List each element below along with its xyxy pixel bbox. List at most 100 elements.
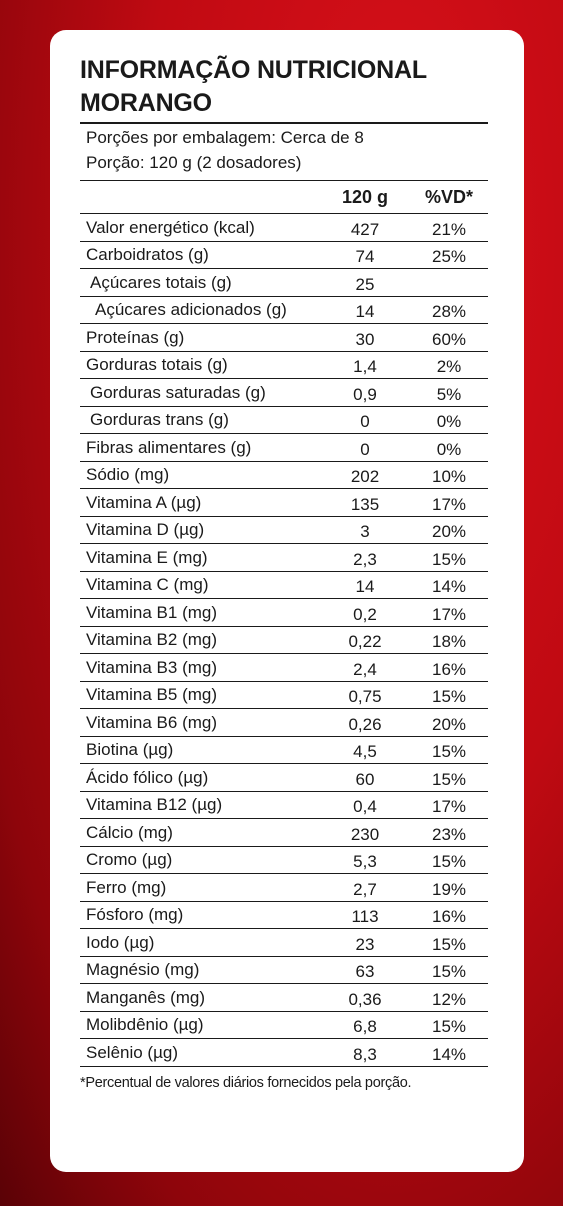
- nutrient-amount: 0,2: [353, 604, 377, 624]
- nutrient-name: Magnésio (mg): [86, 960, 200, 979]
- header-amount: 120 g: [341, 186, 389, 207]
- nutrient-dv: 23%: [431, 824, 467, 844]
- nutrient-dv: 15%: [431, 852, 467, 871]
- nutrient-amount: 60: [355, 769, 375, 789]
- nutrient-amount: 4,5: [353, 742, 377, 761]
- title-line-1: INFORMAÇÃO NUTRICIONAL: [80, 56, 427, 84]
- nutrient-name: Açúcares totais (g): [90, 272, 232, 292]
- nutrient-amount: 23: [355, 934, 375, 954]
- nutrient-amount: 135: [350, 494, 380, 514]
- table-row: Gorduras totais (g) 1,4 2%: [80, 352, 488, 379]
- nutrient-amount: 0,75: [348, 687, 382, 706]
- nutrient-dv: 16%: [431, 659, 467, 679]
- table-row: Vitamina A (µg) 135 17%: [80, 489, 488, 517]
- nutrient-dv: 17%: [431, 797, 467, 816]
- nutrient-dv: 18%: [431, 632, 467, 651]
- table-row: Biotina (µg) 4,5 15%: [80, 737, 488, 764]
- nutrient-dv: 15%: [431, 962, 467, 981]
- footnote: *Percentual de valores diários fornecido…: [80, 1074, 412, 1091]
- nutrient-dv: 17%: [431, 604, 467, 624]
- nutrient-name: Ácido fólico (µg): [86, 767, 209, 787]
- table-row: Fósforo (mg) 113 16%: [80, 902, 488, 929]
- nutrient-amount: 14: [355, 302, 375, 321]
- table-row: Gorduras trans (g) 0 0%: [80, 407, 488, 434]
- table-row: Cromo (µg) 5,3 15%: [80, 847, 488, 874]
- title-line-2: MORANGO: [80, 89, 212, 117]
- table-row: Magnésio (mg) 63 15%: [80, 957, 488, 984]
- nutrient-name: Selênio (µg): [86, 1042, 179, 1062]
- nutrition-facts-card: INFORMAÇÃO NUTRICIONAL MORANGO Porções p…: [50, 30, 524, 1172]
- nutrient-dv: 19%: [431, 879, 467, 899]
- nutrient-name: Fibras alimentares (g): [86, 437, 252, 457]
- nutrient-dv: 12%: [431, 989, 467, 1009]
- nutrient-amount: 3: [360, 522, 370, 541]
- nutrient-name: Biotina (µg): [86, 740, 174, 759]
- nutrient-amount: 113: [351, 907, 379, 926]
- table-row: Iodo (µg) 23 15%: [80, 929, 488, 957]
- nutrient-amount: 0,26: [348, 714, 382, 734]
- nutrient-name: Carboidratos (g): [86, 245, 209, 264]
- nutrient-name: Gorduras totais (g): [86, 355, 228, 374]
- table-row: Vitamina B2 (mg) 0,22 18%: [80, 627, 488, 654]
- nutrient-name: Manganês (mg): [86, 987, 206, 1007]
- nutrient-dv: 20%: [431, 714, 467, 734]
- nutrient-name: Vitamina B5 (mg): [86, 685, 218, 704]
- nutrient-dv: 5%: [436, 384, 462, 404]
- table-row: Gorduras saturadas (g) 0,9 5%: [80, 379, 488, 407]
- nutrient-amount: 0,4: [353, 797, 377, 816]
- nutrient-name: Gorduras saturadas (g): [90, 382, 266, 402]
- nutrient-dv: 60%: [431, 329, 467, 349]
- nutrient-dv: 2%: [436, 357, 462, 376]
- nutrient-amount: 2,3: [353, 549, 377, 569]
- nutrient-name: Açúcares adicionados (g): [95, 300, 287, 319]
- nutrient-name: Vitamina B3 (mg): [86, 657, 218, 677]
- servings-per-package: Porções por embalagem: Cerca de 8: [86, 128, 364, 147]
- table-row: Vitamina B6 (mg) 0,26 20%: [80, 709, 488, 737]
- nutrient-amount: 8,3: [353, 1044, 377, 1064]
- nutrient-amount: 0,36: [348, 989, 382, 1009]
- table-row: Vitamina C (mg) 14 14%: [80, 572, 488, 599]
- table-row: Molibdênio (µg) 6,8 15%: [80, 1012, 488, 1039]
- nutrient-dv: 14%: [431, 577, 467, 596]
- table-row: Ácido fólico (µg) 60 15%: [80, 764, 488, 792]
- table-row: Manganês (mg) 0,36 12%: [80, 984, 488, 1012]
- nutrient-dv: 15%: [431, 687, 467, 706]
- nutrient-name: Cromo (µg): [86, 850, 173, 869]
- nutrient-amount: 30: [355, 329, 375, 349]
- nutrient-dv: 25%: [431, 247, 467, 266]
- title-divider: [80, 122, 488, 124]
- nutrient-amount: 202: [350, 467, 380, 486]
- nutrient-dv: 16%: [431, 907, 467, 926]
- nutrient-dv: 15%: [431, 1017, 467, 1036]
- table-row: Valor energético (kcal) 427 21%: [80, 214, 488, 242]
- nutrient-name: Proteínas (g): [86, 327, 185, 347]
- nutrient-name: Vitamina A (µg): [86, 492, 202, 512]
- nutrient-amount: 0: [360, 439, 370, 459]
- nutrient-dv: 20%: [431, 522, 467, 541]
- table-row: Vitamina B1 (mg) 0,2 17%: [80, 599, 488, 627]
- nutrient-amount: 6,8: [353, 1017, 377, 1036]
- table-row: Cálcio (mg) 230 23%: [80, 819, 488, 847]
- table-row: Proteínas (g) 30 60%: [80, 324, 488, 352]
- nutrient-amount: 25: [355, 274, 375, 294]
- table-row: Ferro (mg) 2,7 19%: [80, 874, 488, 902]
- nutrient-amount: 14: [355, 577, 375, 596]
- nutrient-name: Molibdênio (µg): [86, 1015, 204, 1034]
- nutrient-dv: 15%: [431, 934, 467, 954]
- nutrient-amount: 0: [360, 412, 370, 431]
- nutrient-amount: 0,22: [348, 632, 382, 651]
- nutrient-name: Ferro (mg): [86, 877, 167, 897]
- table-row: Açúcares totais (g) 25: [80, 269, 488, 297]
- nutrient-amount: 5,3: [353, 852, 377, 871]
- nutrient-name: Vitamina B12 (µg): [86, 795, 223, 814]
- table-row: Vitamina B12 (µg) 0,4 17%: [80, 792, 488, 819]
- nutrient-name: Gorduras trans (g): [90, 410, 229, 429]
- nutrient-name: Vitamina C (mg): [86, 575, 209, 594]
- nutrient-amount: 74: [355, 247, 375, 266]
- nutrient-dv: 17%: [431, 494, 467, 514]
- nutrient-name: Vitamina B1 (mg): [86, 602, 218, 622]
- nutrient-amount: 63: [355, 962, 375, 981]
- nutrient-name: Fósforo (mg): [86, 905, 184, 924]
- table-header: 120 g %VD*: [80, 180, 488, 214]
- nutrient-dv: 21%: [431, 219, 467, 239]
